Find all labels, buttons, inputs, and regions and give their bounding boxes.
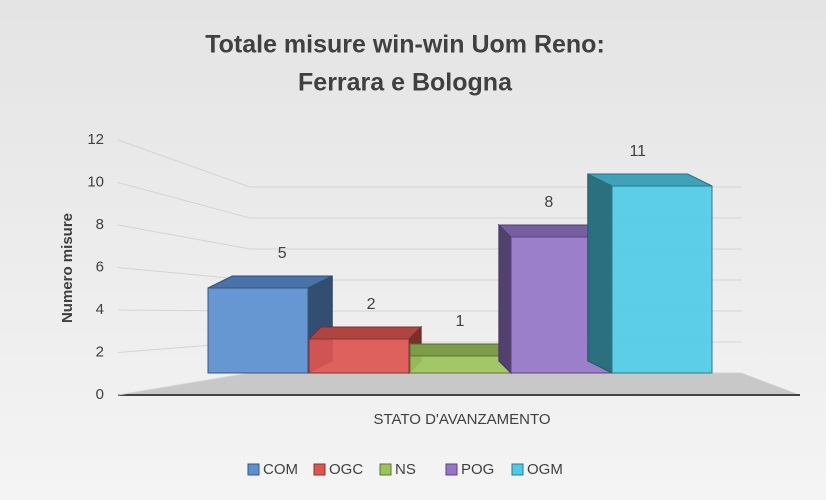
legend-label: COM: [263, 461, 298, 478]
data-label: 8: [544, 194, 553, 211]
y-tick-label: 4: [96, 301, 104, 318]
chart-title: Ferrara e Bologna: [298, 69, 513, 97]
y-axis-label: Numero misure: [59, 213, 76, 323]
bar: [207, 287, 309, 374]
chart-title: Totale misure win-win Uom Reno:: [205, 31, 605, 59]
bar: [409, 355, 511, 374]
y-tick-label: 6: [96, 258, 104, 275]
bar-top: [307, 326, 423, 340]
legend-swatch: [379, 463, 392, 476]
bar: [611, 185, 713, 374]
legend-swatch: [313, 463, 326, 476]
bar-side: [498, 223, 512, 375]
y-tick-label: 2: [96, 343, 104, 360]
data-label: 5: [278, 245, 287, 262]
grid-line: [117, 139, 742, 188]
legend-swatch: [511, 463, 524, 476]
grid-line: [117, 182, 742, 219]
floor: [118, 373, 800, 395]
legend-label: OGM: [527, 461, 563, 478]
legend-label: OGC: [329, 461, 363, 478]
legend-label: NS: [395, 461, 416, 478]
y-tick-label: 8: [96, 216, 104, 233]
y-tick-label: 10: [87, 173, 104, 190]
legend-label: POG: [461, 461, 494, 478]
data-label: 2: [367, 296, 376, 313]
data-label: 1: [456, 313, 465, 330]
bar-top: [409, 343, 511, 357]
x-axis-label: STATO D'AVANZAMENTO: [373, 411, 550, 428]
legend-swatch: [445, 463, 458, 476]
data-label: 11: [629, 143, 646, 160]
bar: [308, 338, 410, 374]
legend-swatch: [247, 463, 260, 476]
bar-side: [587, 173, 613, 374]
y-tick-label: 12: [87, 131, 104, 148]
y-tick-label: 0: [96, 386, 104, 403]
